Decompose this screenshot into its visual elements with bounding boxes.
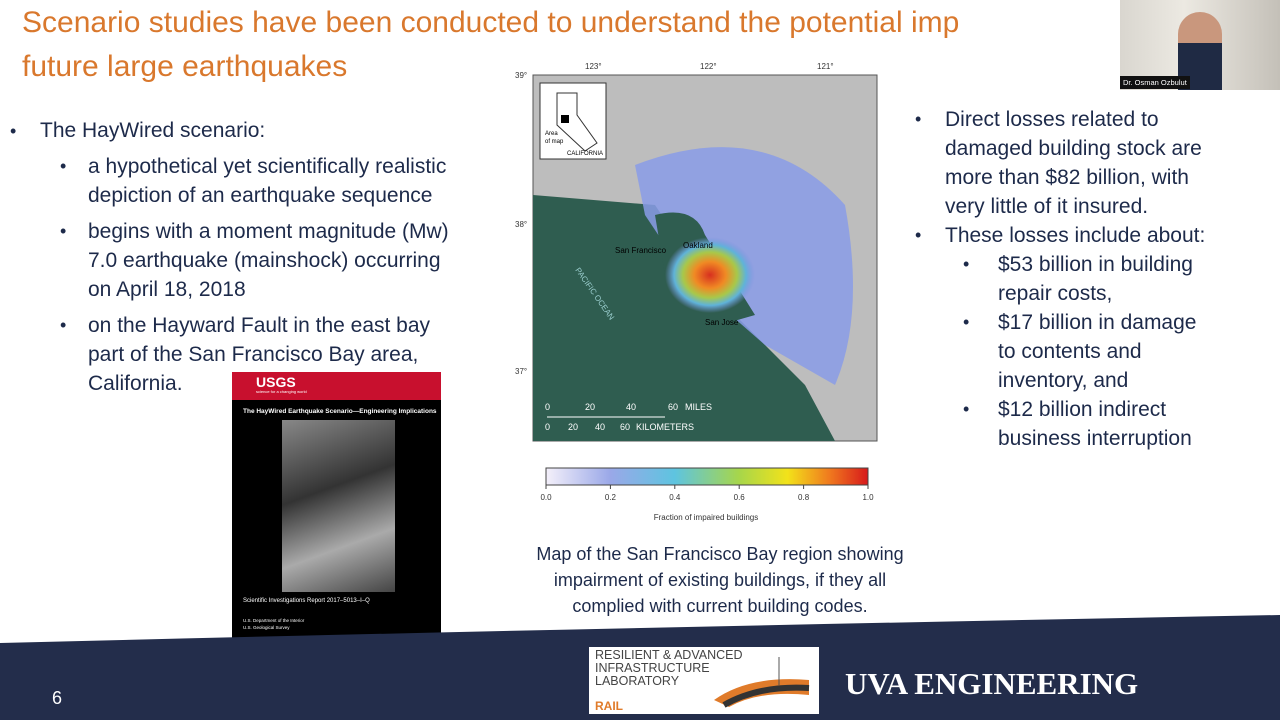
page-number: 6	[52, 688, 63, 708]
participant-name: Dr. Osman Ozbulut	[1120, 76, 1190, 89]
bullet-text: on the Hayward Fault in the east bay	[88, 314, 431, 337]
title: future large earthquakes	[22, 50, 348, 83]
bullet-text: 7.0 earthquake (mainshock) occurring	[88, 249, 441, 272]
bullet-text: more than $82 billion, with	[945, 166, 1189, 189]
lon-label: 123°	[585, 62, 602, 71]
bullet-text: a hypothetical yet scientifically realis…	[88, 155, 447, 178]
lab-logo: RESILIENT & ADVANCED INFRASTRUCTURE LABO…	[589, 647, 819, 714]
scale: KILOMETERS	[636, 422, 694, 432]
bullet-text: to contents and	[998, 340, 1142, 363]
lab-abbr: RAIL	[595, 699, 623, 713]
scale: 0	[545, 402, 550, 412]
bullet-text: California.	[88, 372, 183, 395]
bullet-text: These losses include about:	[945, 224, 1206, 247]
colorbar-tick: 0.8	[798, 493, 810, 502]
caption-line: Map of the San Francisco Bay region show…	[536, 544, 904, 564]
scale: 60	[620, 422, 630, 432]
colorbar-tick: 0.0	[540, 493, 552, 502]
colorbar-tick: 0.6	[734, 493, 746, 502]
report-title: The HayWired Earthquake Scenario—Enginee…	[243, 408, 437, 415]
school: UVA ENGINEERING	[845, 666, 1139, 701]
bullet-text: $12 billion indirect	[998, 398, 1167, 421]
caption: Map of the San Francisco Bay region show…	[460, 541, 980, 619]
place: San Jose	[705, 318, 739, 327]
colorbar-tick: 1.0	[862, 493, 874, 502]
lat-label: 39°	[515, 71, 527, 80]
inset-label: Area	[545, 131, 558, 137]
colorbar-tick: 0.4	[669, 493, 681, 502]
bullet-text: inventory, and	[998, 369, 1129, 392]
lon-label: 122°	[700, 62, 717, 71]
report-number: Scientific Investigations Report 2017–50…	[243, 598, 370, 604]
colorbar-tick: 0.2	[605, 493, 617, 502]
bullet: •	[963, 254, 970, 274]
colorbar	[545, 467, 869, 486]
bullet: •	[915, 225, 922, 245]
bullet-text: $53 billion in building	[998, 253, 1193, 276]
bullet-text: business interruption	[998, 427, 1192, 450]
publisher: USGS	[256, 374, 296, 390]
bullet-text: repair costs,	[998, 282, 1113, 305]
lat-label: 37°	[515, 367, 527, 376]
bullet: •	[60, 221, 67, 241]
place: San Francisco	[615, 246, 667, 255]
agency: U.S. Department of the Interior	[243, 618, 305, 623]
inset-label: CALIFORNIA	[567, 151, 603, 157]
place: Oakland	[683, 241, 713, 250]
report-cover: USGS science for a changing world The Ha…	[232, 372, 441, 641]
bullet: •	[963, 312, 970, 332]
lab-name: RESILIENT & ADVANCED INFRASTRUCTURE LABO…	[595, 649, 743, 688]
bullet: •	[60, 156, 67, 176]
lab-line: INFRASTRUCTURE	[595, 661, 710, 675]
caption-line: impairment of existing buildings, if the…	[553, 570, 887, 590]
caption-line: complied with current building codes.	[572, 596, 868, 616]
video-tile: Dr. Osman Ozbulut	[1120, 0, 1280, 90]
bullet: •	[10, 121, 17, 141]
agency: U.S. Geological Survey	[243, 625, 290, 630]
lat-label: 38°	[515, 220, 527, 229]
bullet: •	[60, 315, 67, 335]
title: Scenario studies have been conducted to …	[22, 6, 960, 39]
tagline: science for a changing world	[256, 389, 307, 394]
inset-label: of map	[545, 139, 564, 145]
scale: 20	[585, 402, 595, 412]
bullet-text: $17 billion in damage	[998, 311, 1197, 334]
bullet-text: begins with a moment magnitude (Mw)	[88, 220, 449, 243]
lab-line: RESILIENT & ADVANCED	[595, 648, 743, 662]
bullet: •	[915, 109, 922, 129]
scale: 20	[568, 422, 578, 432]
heading: The HayWired scenario:	[40, 119, 266, 142]
lab-line: LABORATORY	[595, 674, 680, 688]
scale: 60	[668, 402, 678, 412]
scale: 40	[626, 402, 636, 412]
bullet-text: depiction of an earthquake sequence	[88, 184, 433, 207]
scale: 40	[595, 422, 605, 432]
bullet-text: part of the San Francisco Bay area,	[88, 343, 419, 366]
scale: MILES	[685, 402, 712, 412]
map-figure: Area of map CALIFORNIA 123° 122° 121° 39…	[515, 62, 878, 522]
bullet-text: damaged building stock are	[945, 137, 1202, 160]
scale: 0	[545, 422, 550, 432]
bullet-text: very little of it insured.	[945, 195, 1149, 218]
bullet-text: on April 18, 2018	[88, 278, 246, 301]
bullet: •	[963, 399, 970, 419]
bullet-text: Direct losses related to	[945, 108, 1159, 131]
colorbar-label: Fraction of impaired buildings	[654, 513, 759, 522]
lon-label: 121°	[817, 62, 834, 71]
